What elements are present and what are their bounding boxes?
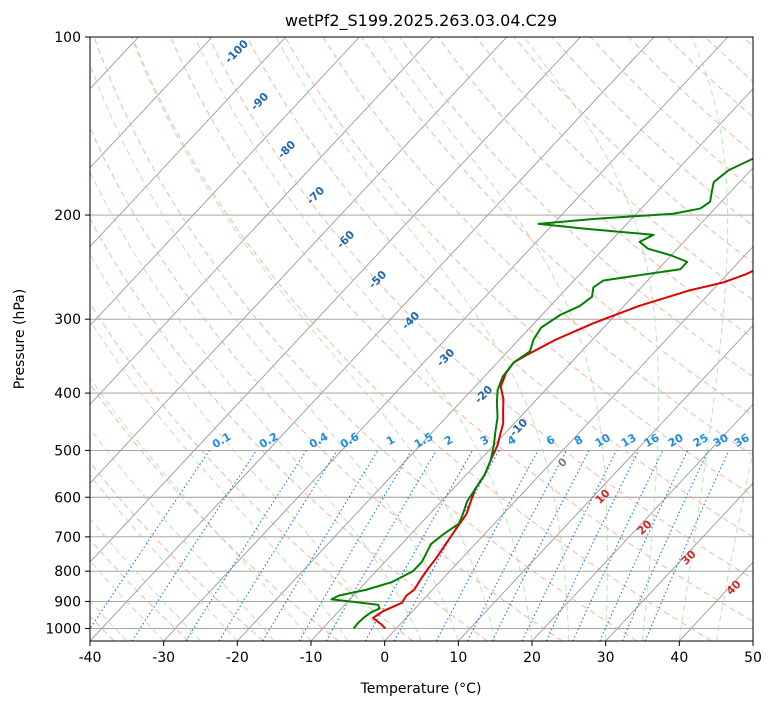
x-tick-label: 0 [380,650,389,666]
isotherm-line [90,37,508,484]
x-tick-label: -10 [300,650,323,666]
isotherm-line [531,403,753,641]
moist-adiabat-line [381,37,608,641]
y-tick-label: 100 [54,30,81,46]
moist-adiabat-line [90,63,459,641]
x-tick-label: 10 [449,650,467,666]
mixing-ratio-line [185,450,307,641]
y-tick-label: 600 [54,490,81,506]
isotherm-line [605,482,753,641]
mixing-ratio-line [435,450,539,641]
isotherm-line [458,324,753,641]
mixing-ratio-line [393,450,500,641]
dry-adiabat-line [169,37,753,623]
x-tick-label: -30 [152,650,175,666]
mixing-ratio-line [621,450,709,641]
moist-adiabat-line [90,319,349,641]
isotherm-line [90,37,434,406]
y-tick-label: 800 [54,564,81,580]
dry-adiabat-line [93,37,638,641]
plot-frame [89,36,754,642]
x-tick-label: 50 [744,650,762,666]
x-tick-label: -40 [79,650,102,666]
isotherm-line [90,37,360,327]
isotherm-line [90,37,287,248]
y-tick-label: 500 [54,443,81,459]
mixing-ratio-line [90,450,210,630]
dry-adiabat-line [284,37,753,497]
dry-adiabat-line [90,538,190,641]
dry-adiabat-line [90,461,264,641]
x-axis-label: Temperature (°C) [360,681,482,697]
mixing-ratio-line [644,450,730,641]
isotherm-line [384,245,753,641]
moist-adiabat-line [130,37,496,641]
dry-adiabat-line [131,37,712,641]
x-tick-label: 30 [597,650,615,666]
dry-adiabat-line [90,126,563,641]
y-tick-label: 900 [54,594,81,610]
dry-adiabat-line [90,302,414,641]
isotherm-line [237,88,753,641]
y-tick-label: 300 [54,312,81,328]
dry-adiabat-line [208,37,753,580]
isotherm-line [163,37,729,641]
moist-adiabat-line [90,376,312,641]
x-tick-label: -20 [226,650,249,666]
moist-adiabat-line [90,253,386,641]
y-tick-label: 200 [54,208,81,224]
mixing-ratio-line [599,450,689,641]
y-axis: 100 200 300 400 500 600 700 800 900 1000 [45,30,90,637]
moist-adiabat-line [90,171,422,641]
mixing-ratio-line [521,450,618,641]
y-axis-label: Pressure (hPa) [12,289,28,389]
moist-adiabat-line [715,449,753,641]
isotherm-line [310,167,753,641]
mixing-ratio-line [491,450,590,641]
isotherm-line [90,37,213,169]
background-lines [90,37,753,641]
dry-adiabat-line [246,37,753,538]
y-tick-label: 700 [54,530,81,546]
mixing-ratio-line [131,450,257,641]
temperature-profile-line [372,269,753,630]
mixing-ratio-line [364,450,474,641]
x-axis: -40 -30 -20 -10 0 10 20 30 40 50 [79,641,762,666]
moist-adiabat-line [194,37,533,641]
profiles [330,157,753,630]
chart-title: wetPf2_S199.2025.263.03.04.C29 [285,11,557,31]
isotherm-line [90,37,581,563]
isotherm-line [90,37,655,641]
y-tick-label: 1000 [45,621,81,637]
x-tick-label: 20 [523,650,541,666]
x-tick-label: 40 [670,650,688,666]
moist-adiabat-line [275,37,570,641]
y-tick-label: 400 [54,386,81,402]
mixing-ratio-line [218,450,338,641]
dry-adiabat-line [90,217,488,641]
dewpoint-profile-line [330,157,753,630]
moist-adiabat-line [523,37,659,641]
